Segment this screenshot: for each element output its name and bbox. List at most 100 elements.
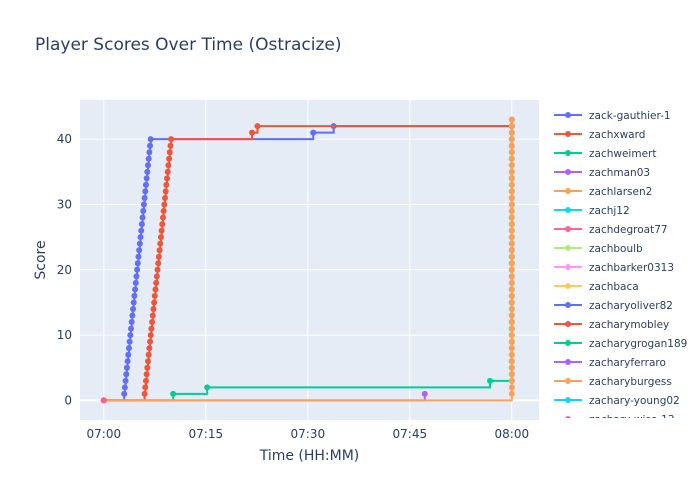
data-point <box>158 227 165 234</box>
data-point <box>142 181 149 188</box>
legend-item[interactable]: zachweimert <box>554 148 656 160</box>
legend-item[interactable]: zachj12 <box>554 205 630 217</box>
data-point <box>163 181 170 188</box>
series-zack-gauthier-1 <box>100 116 515 404</box>
data-point <box>134 266 141 273</box>
data-point <box>508 123 515 130</box>
data-point <box>204 384 211 391</box>
legend-item[interactable]: zachary-wise-13 <box>554 414 675 426</box>
chart-title: Player Scores Over Time (Ostracize) <box>35 35 342 55</box>
data-point <box>128 319 135 326</box>
legend-item[interactable]: zachboulb <box>554 243 643 255</box>
legend-item[interactable]: zacharyoliver82 <box>554 300 673 312</box>
data-point <box>508 142 515 149</box>
legend-label: zacharyferraro <box>589 357 666 369</box>
data-point <box>124 358 131 365</box>
data-point <box>487 377 494 384</box>
data-point <box>157 240 164 247</box>
data-point <box>508 305 515 312</box>
plot-area <box>80 100 539 420</box>
data-point <box>508 286 515 293</box>
data-point <box>140 201 147 208</box>
data-point <box>508 273 515 280</box>
data-point <box>156 247 163 254</box>
data-point <box>151 299 158 306</box>
axes: 07:00 07:15 07:30 07:45 08:00 0 10 20 30 40 <box>57 132 529 441</box>
legend-label: zachboulb <box>589 243 643 255</box>
data-point <box>128 325 134 332</box>
legend-swatch-marker <box>565 302 571 308</box>
legend-swatch-marker <box>565 397 571 403</box>
data-point <box>161 201 168 208</box>
data-point <box>121 390 128 397</box>
data-point <box>508 227 515 234</box>
data-point <box>508 325 515 332</box>
legend-item[interactable]: zacharymobley <box>554 319 669 331</box>
y-tick-label: 40 <box>57 132 72 146</box>
legend-swatch-marker <box>565 321 571 327</box>
data-point <box>132 286 139 293</box>
legend-label: zacharymobley <box>589 319 669 331</box>
legend-item[interactable]: zachary-young02 <box>554 395 680 407</box>
data-point <box>508 364 515 371</box>
data-point <box>145 162 151 169</box>
data-point <box>167 142 174 149</box>
legend-item[interactable]: zachlarsen2 <box>554 186 652 198</box>
legend-item[interactable]: zachxward <box>554 129 645 141</box>
legend-item[interactable]: zachman03 <box>554 167 650 179</box>
legend-swatch-marker <box>565 188 571 194</box>
legend-item[interactable]: zacharyburgess <box>554 376 672 388</box>
x-axis-title: Time (HH:MM) <box>259 448 360 464</box>
data-point <box>508 260 515 267</box>
data-point <box>153 279 160 286</box>
legend-swatch-marker <box>565 264 571 270</box>
y-axis-title: Score <box>33 240 49 279</box>
data-point <box>508 175 515 182</box>
legend-item[interactable]: zachbaca <box>554 281 639 293</box>
data-point <box>508 208 515 215</box>
data-point <box>141 194 148 201</box>
x-tick-label: 07:45 <box>393 427 428 441</box>
data-point <box>508 214 515 221</box>
data-point <box>147 142 154 149</box>
data-point <box>508 168 515 175</box>
data-point <box>123 371 130 378</box>
legend-label: zachman03 <box>589 167 650 179</box>
data-point <box>149 312 156 319</box>
x-tick-label: 07:15 <box>189 427 224 441</box>
data-point <box>150 305 157 312</box>
data-point <box>421 390 428 397</box>
legend-swatch-marker <box>565 340 571 346</box>
data-point <box>508 181 515 188</box>
legend-item[interactable]: zachbarker0313 <box>554 262 674 274</box>
legend-swatch-marker <box>565 169 571 175</box>
data-point <box>130 299 137 306</box>
legend-label: zachbarker0313 <box>589 262 674 274</box>
data-point <box>508 319 515 326</box>
data-point <box>125 351 132 358</box>
legend-item[interactable]: zachdegroat77 <box>554 224 668 236</box>
data-point <box>145 351 152 358</box>
data-point <box>135 253 142 260</box>
data-point <box>157 234 164 241</box>
legend-label: zacharyburgess <box>589 376 672 388</box>
data-point <box>508 299 515 306</box>
data-point <box>147 338 154 345</box>
series-zachary-wise-13 <box>100 397 107 404</box>
data-point <box>138 227 145 234</box>
legend-item[interactable]: zack-gauthier-1 <box>554 110 671 122</box>
data-point <box>508 136 515 143</box>
legend-label: zachlarsen2 <box>589 186 652 198</box>
data-point <box>160 208 167 215</box>
data-point <box>123 364 130 371</box>
y-tick-label: 10 <box>57 328 72 342</box>
data-point <box>508 338 515 345</box>
data-point <box>126 338 133 345</box>
data-point <box>508 240 515 247</box>
data-point <box>508 149 515 156</box>
legend-item[interactable]: zacharyferraro <box>554 357 666 369</box>
legend-item[interactable]: zacharygrogan189 <box>554 338 687 350</box>
y-tick-label: 30 <box>57 197 72 211</box>
data-point <box>508 377 515 384</box>
